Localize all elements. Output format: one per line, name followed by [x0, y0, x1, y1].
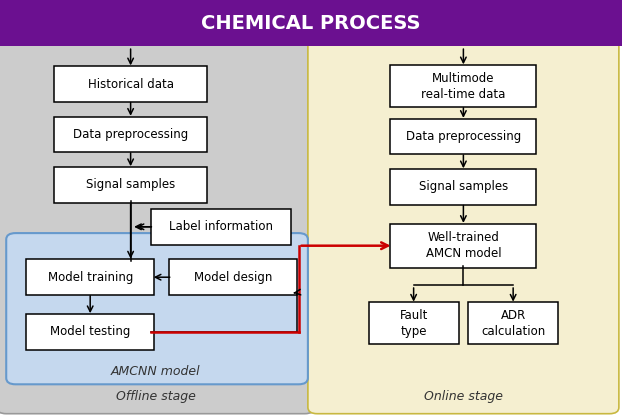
FancyBboxPatch shape [390, 118, 536, 155]
Text: Offline stage: Offline stage [116, 391, 195, 403]
Text: Fault
type: Fault type [399, 309, 428, 338]
Text: AMCNN model: AMCNN model [111, 365, 200, 378]
FancyBboxPatch shape [468, 302, 558, 344]
FancyBboxPatch shape [308, 40, 619, 414]
FancyBboxPatch shape [368, 302, 458, 344]
FancyBboxPatch shape [54, 167, 207, 202]
Text: Model training: Model training [47, 271, 133, 284]
FancyBboxPatch shape [6, 233, 308, 384]
Text: Signal samples: Signal samples [86, 178, 175, 191]
FancyBboxPatch shape [0, 40, 314, 414]
Text: Label information: Label information [169, 220, 273, 233]
Text: Model testing: Model testing [50, 326, 131, 338]
Text: Data preprocessing: Data preprocessing [73, 128, 188, 141]
FancyBboxPatch shape [54, 116, 207, 152]
FancyBboxPatch shape [390, 65, 536, 107]
FancyBboxPatch shape [54, 66, 207, 102]
Text: Multimode
real-time data: Multimode real-time data [421, 71, 506, 101]
FancyBboxPatch shape [390, 223, 536, 268]
FancyBboxPatch shape [169, 259, 297, 295]
Text: Historical data: Historical data [88, 78, 174, 90]
Text: CHEMICAL PROCESS: CHEMICAL PROCESS [202, 13, 420, 33]
Text: Model design: Model design [194, 271, 272, 284]
FancyBboxPatch shape [390, 169, 536, 205]
FancyBboxPatch shape [0, 0, 622, 46]
FancyBboxPatch shape [26, 259, 154, 295]
FancyBboxPatch shape [151, 209, 290, 244]
Text: Well-trained
AMCN model: Well-trained AMCN model [425, 231, 501, 260]
Text: Data preprocessing: Data preprocessing [406, 130, 521, 143]
Text: ADR
calculation: ADR calculation [481, 309, 545, 338]
Text: Signal samples: Signal samples [419, 181, 508, 193]
FancyBboxPatch shape [26, 314, 154, 349]
Text: Online stage: Online stage [424, 391, 503, 403]
